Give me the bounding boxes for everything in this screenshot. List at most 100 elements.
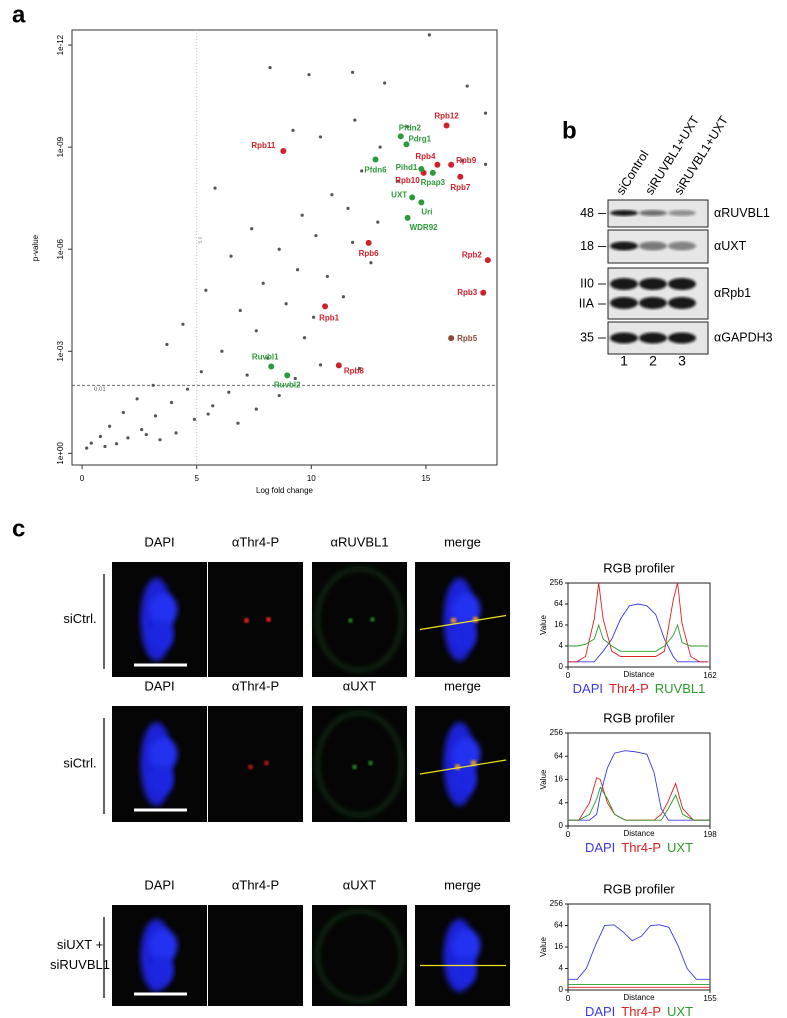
channel-header: DAPI <box>144 877 174 892</box>
blot-strip <box>607 267 709 320</box>
y-tick-label: 1e-09 <box>56 136 65 157</box>
highlight-point <box>280 148 287 155</box>
point <box>254 407 258 411</box>
point <box>350 70 355 74</box>
condition-label: siUXT + <box>57 937 103 952</box>
x-axis-label: Log fold change <box>256 486 313 495</box>
point-label: Rpb6 <box>359 249 380 258</box>
band <box>668 278 696 290</box>
micrograph-content <box>316 711 403 817</box>
size-marker: 48 <box>580 206 594 220</box>
lane-number: 1 <box>620 353 628 369</box>
point <box>185 387 190 391</box>
highlight-point <box>404 214 411 221</box>
point <box>114 442 119 446</box>
legend-entry: Thr4-P <box>621 1004 661 1018</box>
profile-line <box>568 623 709 652</box>
profiler-title: RGB profiler <box>603 560 675 575</box>
y-tick-label: 1e-03 <box>56 341 65 362</box>
highlight-point <box>480 289 487 296</box>
point-label: UXT <box>391 191 407 200</box>
point <box>266 356 270 360</box>
x-tick-label: 198 <box>703 830 717 839</box>
legend-entry: DAPI <box>573 681 603 696</box>
point-label: WDR92 <box>410 223 439 232</box>
signal-dot <box>370 617 375 622</box>
legend-entry: DAPI <box>585 1004 615 1018</box>
point <box>378 145 382 149</box>
chromosome-signal <box>149 929 178 962</box>
point <box>314 234 318 238</box>
signal-dot <box>244 618 249 623</box>
y-tick-label: 256 <box>550 728 564 737</box>
legend: DAPI Thr4-P UXT <box>585 1004 693 1018</box>
point <box>245 373 249 377</box>
condition-label: siCtrl. <box>63 611 96 626</box>
point <box>307 73 311 77</box>
point-label: Rpb9 <box>456 156 477 165</box>
condition-label: siCtrl. <box>63 755 96 770</box>
point <box>144 432 148 437</box>
band <box>639 210 667 216</box>
point <box>376 220 380 224</box>
point <box>396 179 401 183</box>
chromosome-signal <box>452 621 477 650</box>
point-label: Ruvbl2 <box>274 380 301 389</box>
y-tick-label: 0 <box>559 985 564 994</box>
micrograph-content <box>248 760 269 770</box>
band <box>639 332 667 344</box>
point <box>151 383 155 387</box>
point-label: Rpap3 <box>421 178 446 187</box>
x-tick-label: 10 <box>307 474 316 483</box>
y-tick-label: 0 <box>559 821 564 830</box>
point <box>295 268 300 272</box>
condition-label: siRUVBL1 <box>50 957 110 972</box>
point <box>360 169 364 173</box>
x-tick-label: 5 <box>194 474 199 483</box>
profiler-frame <box>567 903 711 991</box>
point <box>369 261 373 265</box>
y-tick-label: 256 <box>550 578 564 587</box>
cell-outline <box>316 909 403 1002</box>
size-marker: IIA <box>579 296 595 310</box>
point <box>330 193 334 197</box>
signal-dot <box>348 618 353 623</box>
y-tick-label: 256 <box>550 899 564 908</box>
point <box>250 227 254 231</box>
legend-entry: RUVBL1 <box>655 681 706 696</box>
micrograph <box>208 562 303 677</box>
y-axis-label: Value <box>539 769 548 789</box>
micrograph <box>312 706 407 822</box>
highlight-point <box>409 194 416 201</box>
band <box>610 278 638 290</box>
y-tick-label: 64 <box>554 921 563 930</box>
point <box>291 128 295 132</box>
band <box>639 297 667 309</box>
highlight-point <box>322 303 329 310</box>
point <box>85 446 89 450</box>
profile-line <box>568 924 710 980</box>
micrograph <box>208 706 303 822</box>
point-label: Rpb8 <box>344 367 365 376</box>
channel-header: αUXT <box>343 678 377 693</box>
channel-header: αThr4-P <box>232 534 279 549</box>
channel-header: αThr4-P <box>232 877 279 892</box>
point-label: Pdrg1 <box>408 135 431 144</box>
micrograph-content <box>420 919 506 992</box>
point <box>213 186 217 190</box>
micrograph-content <box>316 909 403 1002</box>
cell-outline <box>316 567 403 672</box>
highlight-point <box>403 141 410 148</box>
y-tick-label: 64 <box>554 599 563 608</box>
chromosome-signal <box>452 766 477 794</box>
point <box>302 336 307 340</box>
point <box>206 412 210 416</box>
point <box>341 295 346 299</box>
chromosome-signal <box>149 621 174 650</box>
highlight-point <box>372 156 379 163</box>
x-tick-label: 155 <box>703 994 717 1003</box>
point <box>126 436 130 440</box>
signal-dot <box>248 764 253 770</box>
highlight-point <box>365 239 372 246</box>
point <box>181 322 185 326</box>
